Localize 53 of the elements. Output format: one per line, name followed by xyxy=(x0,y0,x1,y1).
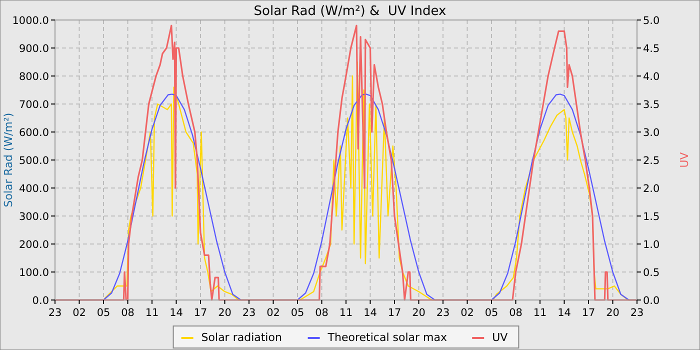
chart-title: Solar Rad (W/m²) & UV Index xyxy=(254,4,447,19)
x-tick-label: 23 xyxy=(48,307,62,319)
x-tick-label: 08 xyxy=(315,307,328,319)
x-tick-label: 14 xyxy=(558,307,572,319)
legend-label: UV xyxy=(492,331,508,344)
y-tick-label: 400.0 xyxy=(18,183,49,195)
y2-tick-label: 1.0 xyxy=(643,239,660,251)
x-tick-label: 17 xyxy=(194,307,208,319)
x-tick-label: 08 xyxy=(509,307,522,319)
x-tick-label: 17 xyxy=(582,307,596,319)
legend-label: Theoretical solar max xyxy=(326,331,448,344)
y-tick-label: 800.0 xyxy=(18,71,49,83)
y2-tick-label: 2.5 xyxy=(643,155,660,167)
y-tick-label: 100.0 xyxy=(18,267,49,279)
y-tick-label: 1000.0 xyxy=(12,15,49,27)
y-tick-label: 900.0 xyxy=(18,43,49,55)
x-tick-label: 05 xyxy=(96,307,110,319)
x-tick-label: 11 xyxy=(533,307,547,319)
x-tick-label: 23 xyxy=(630,307,644,319)
y-tick-label: 500.0 xyxy=(18,155,49,167)
y2-tick-label: 1.5 xyxy=(643,211,660,223)
y-axis-title: Solar Rad (W/m²) xyxy=(2,112,15,208)
x-tick-label: 02 xyxy=(72,307,86,319)
x-tick-label: 02 xyxy=(460,307,474,319)
legend-label: Solar radiation xyxy=(201,331,282,344)
x-tick-label: 11 xyxy=(145,307,159,319)
y2-tick-label: 4.0 xyxy=(643,71,660,83)
x-tick-label: 02 xyxy=(266,307,280,319)
y-tick-label: 700.0 xyxy=(18,99,49,111)
y-tick-label: 600.0 xyxy=(18,127,49,139)
x-tick-label: 14 xyxy=(364,307,378,319)
x-tick-label: 17 xyxy=(388,307,402,319)
y2-tick-label: 3.5 xyxy=(643,99,660,111)
y2-axis-title: UV xyxy=(678,152,691,168)
x-tick-label: 05 xyxy=(484,307,498,319)
x-tick-label: 11 xyxy=(339,307,353,319)
y2-tick-label: 5.0 xyxy=(643,15,660,27)
y2-tick-label: 2.0 xyxy=(643,183,660,195)
x-tick-label: 20 xyxy=(606,307,620,319)
x-tick-label: 20 xyxy=(412,307,426,319)
y-tick-label: 200.0 xyxy=(18,239,49,251)
y2-tick-label: 4.5 xyxy=(643,43,660,55)
x-tick-label: 20 xyxy=(218,307,232,319)
y-tick-label: 0.0 xyxy=(32,295,49,307)
x-tick-label: 23 xyxy=(436,307,450,319)
x-tick-label: 14 xyxy=(170,307,184,319)
y2-tick-label: 3.0 xyxy=(643,127,660,139)
x-tick-label: 23 xyxy=(242,307,256,319)
y2-tick-label: 0.0 xyxy=(643,295,660,307)
y-tick-label: 300.0 xyxy=(18,211,49,223)
x-tick-label: 05 xyxy=(290,307,304,319)
y2-tick-label: 0.5 xyxy=(643,267,660,279)
x-tick-label: 08 xyxy=(121,307,134,319)
